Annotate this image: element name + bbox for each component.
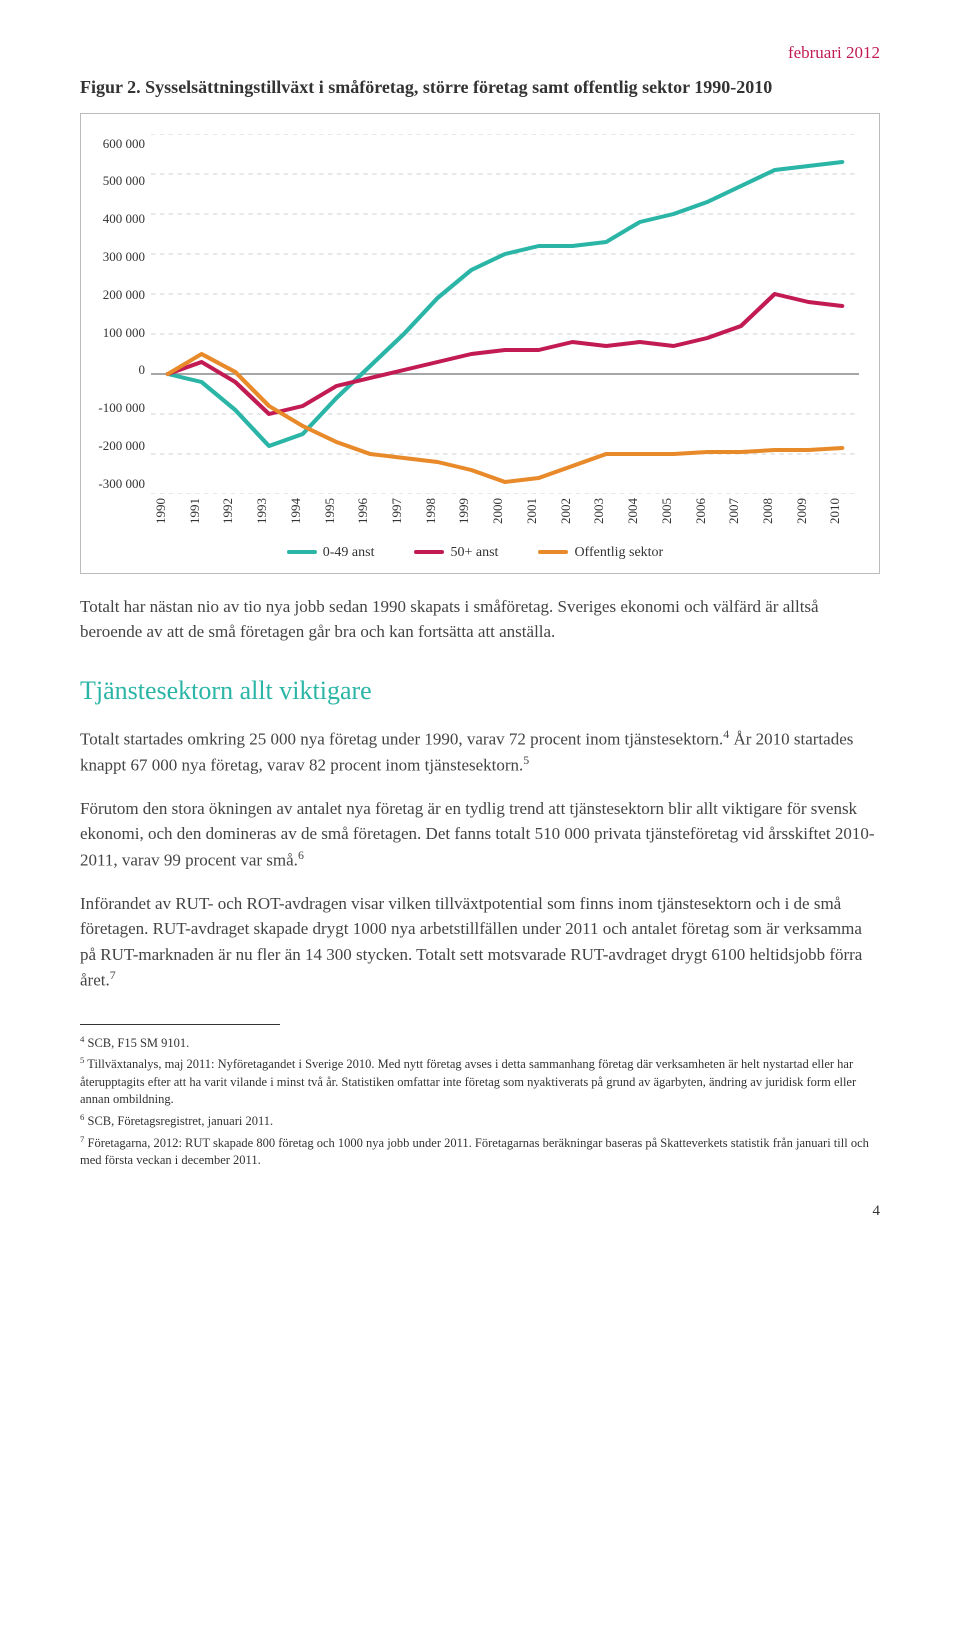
y-tick: 400 000 <box>103 209 145 229</box>
footnote: 5 Tillväxtanalys, maj 2011: Nyföretagand… <box>80 1054 880 1109</box>
legend-swatch-icon <box>538 550 568 554</box>
footnote-separator <box>80 1024 280 1025</box>
x-tick: 1995 <box>320 498 354 524</box>
footnote-text: SCB, F15 SM 9101. <box>88 1036 190 1050</box>
x-tick: 1992 <box>218 498 252 524</box>
x-tick: 1998 <box>421 498 455 524</box>
x-tick: 2009 <box>792 498 826 524</box>
x-tick: 1999 <box>454 498 488 524</box>
footnotes: 4 SCB, F15 SM 9101. 5 Tillväxtanalys, ma… <box>80 1033 880 1170</box>
text-run: Införandet av RUT- och ROT-avdragen visa… <box>80 894 862 990</box>
page-number: 4 <box>80 1200 880 1223</box>
footnote-ref: 7 <box>110 968 116 982</box>
legend-item: 0-49 anst <box>287 542 375 563</box>
footnote-ref: 5 <box>523 753 529 767</box>
legend-swatch-icon <box>414 550 444 554</box>
x-tick: 1993 <box>252 498 286 524</box>
paragraph: Totalt startades omkring 25 000 nya före… <box>80 726 880 778</box>
x-tick: 2005 <box>657 498 691 524</box>
paragraph: Totalt har nästan nio av tio nya jobb se… <box>80 594 880 645</box>
y-axis: 600 000 500 000 400 000 300 000 200 000 … <box>91 134 151 494</box>
chart-container: 600 000 500 000 400 000 300 000 200 000 … <box>80 113 880 574</box>
x-tick: 2000 <box>488 498 522 524</box>
x-tick: 1996 <box>353 498 387 524</box>
header-date: februari 2012 <box>80 40 880 66</box>
x-tick: 2007 <box>724 498 758 524</box>
legend-item: 50+ anst <box>414 542 498 563</box>
x-tick: 2006 <box>691 498 725 524</box>
x-tick: 1991 <box>185 498 219 524</box>
y-tick: 100 000 <box>103 323 145 343</box>
x-tick: 2008 <box>758 498 792 524</box>
y-tick: 300 000 <box>103 247 145 267</box>
footnote-text: Tillväxtanalys, maj 2011: Nyföretagandet… <box>80 1057 856 1106</box>
footnote: 7 Företagarna, 2012: RUT skapade 800 för… <box>80 1133 880 1170</box>
x-tick: 1990 <box>151 498 185 524</box>
text-run: Förutom den stora ökningen av antalet ny… <box>80 799 875 870</box>
legend: 0-49 anst 50+ anst Offentlig sektor <box>91 542 859 563</box>
x-tick: 1994 <box>286 498 320 524</box>
y-tick: 200 000 <box>103 285 145 305</box>
footnote-num: 5 <box>80 1055 84 1065</box>
section-heading: Tjänstesektorn allt viktigare <box>80 671 880 710</box>
legend-label: 0-49 anst <box>323 542 375 563</box>
x-tick: 1997 <box>387 498 421 524</box>
text-run: Totalt startades omkring 25 000 nya före… <box>80 729 723 748</box>
footnote: 4 SCB, F15 SM 9101. <box>80 1033 880 1053</box>
legend-swatch-icon <box>287 550 317 554</box>
footnote-ref: 6 <box>298 848 304 862</box>
legend-item: Offentlig sektor <box>538 542 663 563</box>
x-tick: 2010 <box>825 498 859 524</box>
footnote-text: Företagarna, 2012: RUT skapade 800 föret… <box>80 1136 869 1168</box>
footnote-num: 6 <box>80 1112 84 1122</box>
footnote: 6 SCB, Företagsregistret, januari 2011. <box>80 1111 880 1131</box>
legend-label: 50+ anst <box>450 542 498 563</box>
y-tick: -300 000 <box>98 474 145 494</box>
footnote-num: 4 <box>80 1034 84 1044</box>
x-tick: 2004 <box>623 498 657 524</box>
x-tick: 2003 <box>589 498 623 524</box>
footnote-num: 7 <box>80 1134 84 1144</box>
x-tick: 2002 <box>556 498 590 524</box>
paragraph: Införandet av RUT- och ROT-avdragen visa… <box>80 891 880 994</box>
figure-title: Figur 2. Sysselsättningstillväxt i småfö… <box>80 74 880 101</box>
x-axis: 1990 1991 1992 1993 1994 1995 1996 1997 … <box>151 498 859 524</box>
y-tick: -200 000 <box>98 436 145 456</box>
plot-area <box>151 134 859 494</box>
y-tick: -100 000 <box>98 398 145 418</box>
y-tick: 0 <box>139 360 146 380</box>
y-tick: 500 000 <box>103 171 145 191</box>
footnote-text: SCB, Företagsregistret, januari 2011. <box>88 1114 274 1128</box>
legend-label: Offentlig sektor <box>574 542 663 563</box>
y-tick: 600 000 <box>103 134 145 154</box>
x-tick: 2001 <box>522 498 556 524</box>
paragraph: Förutom den stora ökningen av antalet ny… <box>80 796 880 873</box>
